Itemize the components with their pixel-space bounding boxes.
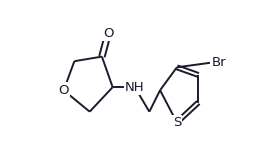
Text: O: O	[103, 27, 113, 40]
Text: NH: NH	[125, 81, 145, 94]
Text: Br: Br	[211, 56, 226, 69]
Text: S: S	[173, 116, 181, 129]
Text: O: O	[58, 84, 69, 97]
